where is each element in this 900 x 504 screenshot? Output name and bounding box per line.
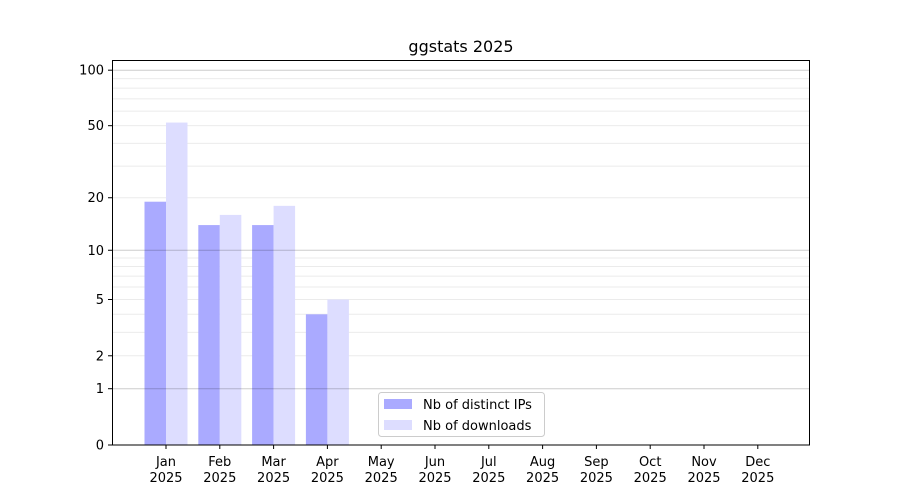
x-tick-label: May	[368, 455, 395, 470]
x-tick-label: 2025	[418, 471, 451, 486]
x-tick-label: 2025	[687, 471, 720, 486]
y-tick-label: 5	[96, 293, 104, 308]
legend-label: Nb of downloads	[423, 419, 532, 434]
y-tick-label: 100	[79, 64, 104, 79]
y-tick-label: 10	[87, 244, 104, 259]
y-tick-label: 20	[87, 191, 104, 206]
bar-downloads	[327, 299, 349, 445]
x-tick-label: Oct	[639, 455, 661, 470]
x-tick-label: 2025	[526, 471, 559, 486]
x-tick-label: Jan	[155, 455, 176, 470]
legend-swatch	[384, 420, 412, 430]
bar-downloads	[273, 205, 296, 445]
y-tick-label: 0	[96, 439, 104, 454]
x-tick-label: 2025	[203, 471, 236, 486]
bar-distinct-ips	[198, 225, 220, 445]
x-tick-label: Jul	[480, 455, 497, 470]
x-tick-label: Feb	[208, 455, 231, 470]
y-tick-label: 2	[96, 349, 104, 364]
x-tick-label: 2025	[741, 471, 774, 486]
legend: Nb of distinct IPs Nb of downloads	[378, 392, 545, 437]
x-tick-label: 2025	[472, 471, 505, 486]
legend-box	[378, 392, 545, 437]
x-tick-label: 2025	[149, 471, 182, 486]
x-tick-label: Mar	[261, 455, 286, 470]
plot-frame	[112, 60, 810, 446]
x-tick-label: 2025	[580, 471, 613, 486]
y-tick-label: 50	[87, 119, 104, 134]
bar-downloads	[219, 214, 242, 445]
legend-label: Nb of distinct IPs	[423, 398, 532, 413]
x-tick-label: 2025	[311, 471, 344, 486]
x-tick-label: 2025	[257, 471, 290, 486]
x-tick-label: Nov	[691, 455, 717, 470]
x-tick-label: 2025	[365, 471, 398, 486]
legend-swatch	[384, 399, 412, 409]
x-tick-label: Aug	[530, 455, 555, 470]
chart-title: ggstats 2025	[408, 37, 513, 56]
x-tick-label: Apr	[316, 455, 339, 470]
bar-downloads	[166, 122, 188, 445]
bar-distinct-ips	[252, 225, 274, 445]
y-tick-label: 1	[96, 382, 104, 397]
bar-distinct-ips	[305, 314, 328, 445]
x-tick-label: Dec	[745, 455, 770, 470]
bar-distinct-ips	[144, 201, 166, 445]
x-tick-label: Sep	[584, 455, 609, 470]
x-tick-label: Jun	[424, 455, 445, 470]
x-tick-label: 2025	[634, 471, 667, 486]
